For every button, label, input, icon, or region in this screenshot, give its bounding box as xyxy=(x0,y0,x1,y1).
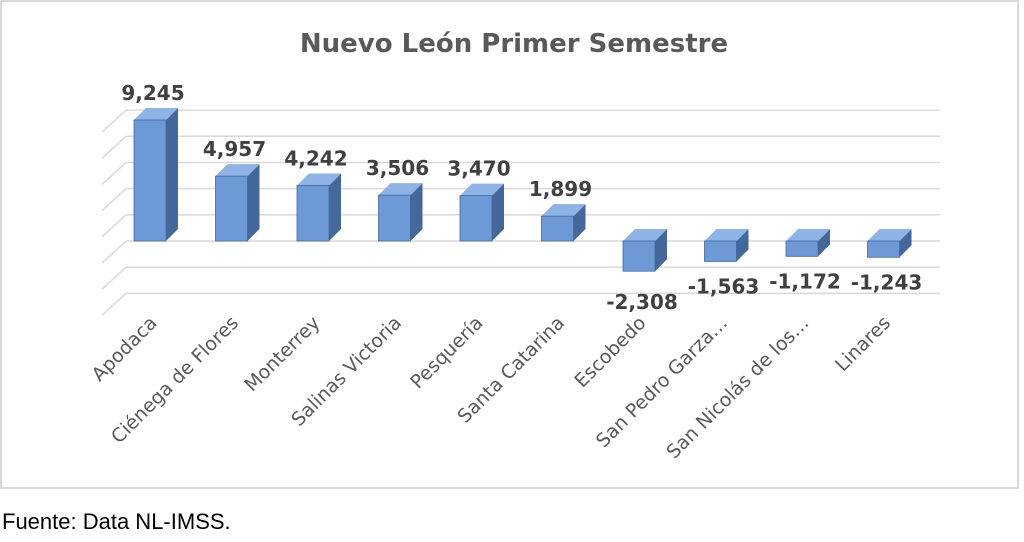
chart-frame: Nuevo León Primer Semestre 9,245 4,957 4,2… xyxy=(0,0,1019,489)
bar-top xyxy=(867,229,912,241)
data-label: 1,899 xyxy=(529,177,592,201)
bar-side xyxy=(818,229,830,257)
bars xyxy=(133,108,912,272)
bar-side xyxy=(329,173,341,241)
bar xyxy=(785,229,830,257)
bar-front xyxy=(867,240,900,258)
bar-top xyxy=(297,173,341,186)
bar-top xyxy=(215,164,260,177)
bar xyxy=(296,173,341,242)
category-label: Linares xyxy=(831,312,895,376)
bar-front xyxy=(215,175,248,242)
gridline-depth xyxy=(101,161,127,186)
data-label: 9,245 xyxy=(121,81,184,105)
bar-front xyxy=(785,240,819,257)
bar-front xyxy=(704,240,737,262)
source-footnote: Fuente: Data NL-IMSS. xyxy=(2,509,231,534)
bar-side xyxy=(492,183,504,241)
data-label: 3,470 xyxy=(447,157,510,181)
bar-top xyxy=(704,229,749,241)
gridline-depth xyxy=(101,266,127,290)
bar-front xyxy=(459,195,493,242)
data-label: -1,563 xyxy=(688,274,760,298)
bar xyxy=(622,229,667,272)
data-label: 4,957 xyxy=(203,137,266,161)
bar xyxy=(133,108,178,242)
gridline-depth xyxy=(101,292,127,316)
gridline-depth xyxy=(101,109,127,133)
gridline-depth xyxy=(101,214,127,238)
data-label: -1,172 xyxy=(769,269,841,293)
chart-title: Nuevo León Primer Semestre xyxy=(300,29,728,59)
gridline-depth xyxy=(101,135,127,159)
bar xyxy=(378,183,423,242)
data-label: 3,506 xyxy=(366,156,429,180)
bar-side xyxy=(655,229,667,272)
category-label: San Nicolás de los… xyxy=(662,312,813,463)
bar-side xyxy=(247,164,260,241)
bar xyxy=(459,183,504,242)
bar-side xyxy=(573,204,586,241)
bar-top xyxy=(623,229,667,241)
bar-front xyxy=(133,119,167,242)
data-label: 4,242 xyxy=(284,146,347,170)
bar xyxy=(867,229,912,258)
bar-side xyxy=(410,183,423,241)
bar-side xyxy=(166,108,178,241)
bar-top xyxy=(460,183,504,196)
gridlines xyxy=(101,109,940,316)
bar-top xyxy=(378,183,423,196)
bar-top xyxy=(134,108,178,120)
category-label: Monterrey xyxy=(240,312,324,396)
gridline-depth xyxy=(101,240,127,264)
bar-top xyxy=(786,229,830,241)
bar-side xyxy=(736,229,749,262)
data-label: -1,243 xyxy=(851,270,923,294)
bar xyxy=(704,229,749,262)
data-label: -2,308 xyxy=(606,290,678,314)
bar xyxy=(541,204,586,242)
category-label: Apodaca xyxy=(88,312,162,386)
bar-front xyxy=(296,185,330,242)
bar-front xyxy=(541,215,574,242)
bar-side xyxy=(899,229,912,258)
bar-chart: Nuevo León Primer Semestre 9,245 4,957 4,2… xyxy=(88,29,940,463)
bar-top xyxy=(541,204,586,217)
bar-front xyxy=(622,240,656,272)
bar-front xyxy=(378,194,411,242)
bar xyxy=(215,164,260,242)
category-label: Pesquería xyxy=(406,312,487,393)
data-labels: 9,245 4,957 4,242 3,506 3,470 1,899 -2,308 -1,5… xyxy=(121,81,922,314)
category-label: Escobedo xyxy=(570,312,650,392)
gridline-depth xyxy=(101,188,127,212)
